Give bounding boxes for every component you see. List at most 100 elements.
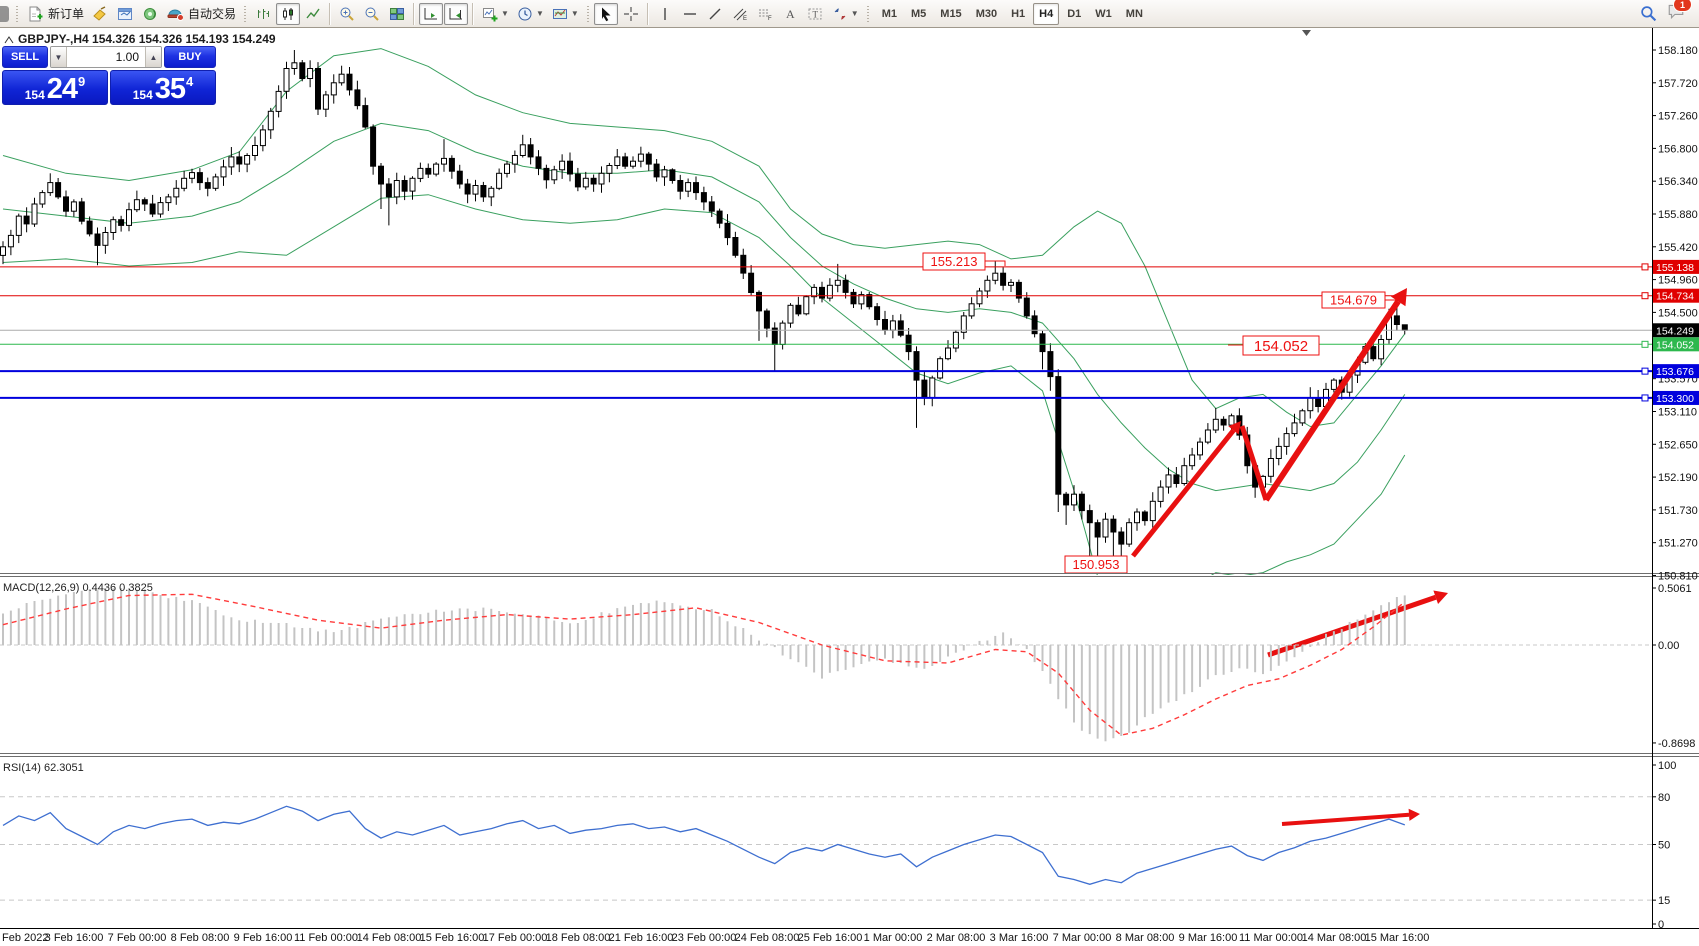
- volume-decrease-button[interactable]: ▼: [51, 47, 67, 67]
- cursor-tool-button[interactable]: [593, 2, 618, 25]
- tile-windows-button[interactable]: [385, 3, 409, 25]
- price-tick-label: 156.800: [1658, 143, 1698, 155]
- chart-template-icon: [551, 5, 569, 23]
- timeframe-m5-button[interactable]: M5: [911, 7, 927, 20]
- time-axis-label: 3 Feb 16:00: [45, 932, 104, 944]
- search-icon[interactable]: [1639, 5, 1657, 23]
- main-toolbar: 新订单 自动交易: [0, 0, 1699, 28]
- axes-layer: 158.180 157.720 157.260 156.800 156.340 155.8…: [0, 28, 1699, 944]
- trend-arrow-line: [1263, 299, 1401, 502]
- crosshair-tool-button[interactable]: [619, 3, 643, 25]
- price-tag-label: 153.676: [1656, 366, 1694, 378]
- buy-price-pip: 4: [186, 74, 194, 89]
- text-tool-button[interactable]: A: [778, 3, 802, 25]
- price-tick-label: 152.190: [1658, 472, 1698, 484]
- horizontal-line-tool-button[interactable]: [678, 3, 702, 25]
- bar-chart-mode-button[interactable]: [251, 3, 275, 25]
- timeframe-m15-button[interactable]: M15: [940, 7, 962, 20]
- price-tick-label: 156.340: [1658, 176, 1698, 188]
- sell-price-big: 24: [46, 73, 78, 105]
- buy-price-display[interactable]: 154 35 4: [110, 70, 216, 105]
- zoom-in-icon: [338, 5, 356, 23]
- chart-template-button[interactable]: ▼: [548, 3, 582, 25]
- toolbar-separator: [413, 2, 416, 25]
- vertical-line-tool-button[interactable]: [653, 3, 677, 25]
- text-label-tool-button[interactable]: T: [803, 3, 827, 25]
- price-tag: [1653, 337, 1699, 352]
- crosshair-icon: [622, 5, 640, 23]
- annotation-text: 150.953: [1073, 557, 1120, 572]
- timeframe-mn-button[interactable]: MN: [1125, 7, 1143, 20]
- profile-window-icon: [116, 5, 134, 23]
- zoom-out-button[interactable]: [360, 3, 384, 25]
- timeframe-h4-button[interactable]: H4: [1033, 2, 1060, 25]
- fibonacci-tool-button[interactable]: F: [753, 3, 777, 25]
- time-axis-label: 1 Mar 00:00: [864, 932, 923, 944]
- auto-scroll-button[interactable]: [419, 2, 444, 25]
- profiles-button[interactable]: [113, 3, 137, 25]
- price-tag-label: 155.138: [1656, 262, 1694, 274]
- candlestick-series: [0, 50, 1408, 566]
- delete-objects-button[interactable]: [88, 3, 112, 25]
- rsi-tick-label: 0: [1658, 919, 1664, 931]
- price-tag-label: 154.734: [1656, 291, 1694, 303]
- period-selector-button[interactable]: ▼: [513, 3, 547, 25]
- fibonacci-icon: F: [756, 5, 774, 23]
- tile-windows-icon: [388, 5, 406, 23]
- clipped-edge-icon: [0, 5, 9, 22]
- annotation-text: 154.052: [1254, 338, 1308, 355]
- arrows-tool-button[interactable]: ▼: [828, 3, 862, 25]
- time-axis-label: 2 Mar 08:00: [927, 932, 986, 944]
- timeframe-d1-button[interactable]: D1: [1067, 7, 1082, 20]
- timeframe-m1-button[interactable]: M1: [881, 7, 897, 20]
- rsi-tick-label: 80: [1658, 792, 1670, 804]
- trend-arrow-head: [1433, 590, 1448, 604]
- sell-price-int: 154: [24, 88, 45, 102]
- price-annotations[interactable]: 155.213 154.679 154.052 150.953: [922, 252, 1397, 574]
- timeframe-m30-button[interactable]: M30: [975, 7, 998, 20]
- macd-tick-label: 0.5061: [1658, 583, 1692, 595]
- buy-button[interactable]: BUY: [164, 46, 216, 68]
- add-indicator-button[interactable]: ▼: [478, 3, 512, 25]
- zoom-out-icon: [363, 5, 381, 23]
- triangle-down-icon: ▼: [54, 52, 63, 62]
- candlestick-chart-mode-button[interactable]: [276, 2, 301, 25]
- main-chart-panel: 155.213 154.679 154.052 150.953: [0, 48, 1652, 575]
- trade-controls-row: SELL ▼ 1.00 ▲ BUY: [2, 46, 216, 68]
- new-order-button[interactable]: 新订单: [23, 3, 87, 25]
- buy-price-int: 154: [132, 88, 153, 102]
- time-axis-label: 14 Mar 08:00: [1302, 932, 1367, 944]
- toolbar-grip: [585, 3, 590, 24]
- notifications-chat-button[interactable]: 1: [1667, 0, 1692, 25]
- time-axis-label: 21 Feb 16:00: [609, 932, 674, 944]
- price-tag-label: 154.249: [1656, 325, 1694, 337]
- sell-button[interactable]: SELL: [2, 46, 48, 68]
- one-click-trading-panel: SELL ▼ 1.00 ▲ BUY 154 24 9 154 35 4: [2, 46, 216, 105]
- triangle-up-icon: ▲: [149, 52, 158, 62]
- equidistant-channel-icon: E: [731, 5, 749, 23]
- macd-label: MACD(12,26,9) 0.4436 0.3825: [3, 582, 153, 594]
- auto-trading-label: 自动交易: [188, 7, 237, 21]
- chart-shift-button[interactable]: [444, 2, 469, 25]
- equidistant-channel-tool-button[interactable]: E: [728, 3, 752, 25]
- svg-text:A: A: [786, 7, 795, 21]
- horizontal-line-objects[interactable]: [0, 266, 1652, 399]
- news-button[interactable]: [138, 3, 162, 25]
- timeframe-h1-button[interactable]: H1: [1011, 7, 1026, 20]
- time-axis-label: 11 Feb 00:00: [294, 932, 358, 944]
- time-axis-label: 18 Feb 08:00: [546, 932, 611, 944]
- volume-spinner: ▼ 1.00 ▲: [50, 46, 162, 68]
- volume-input[interactable]: 1.00: [115, 50, 139, 64]
- line-chart-mode-button[interactable]: [301, 3, 325, 25]
- hline-endpoint-marker: [1641, 340, 1649, 348]
- auto-trading-button[interactable]: 自动交易: [163, 3, 239, 25]
- timeframe-w1-button[interactable]: W1: [1095, 7, 1112, 20]
- trend-arrow-line: [1267, 594, 1437, 658]
- price-tick-label: 153.110: [1658, 406, 1697, 418]
- trendline-tool-button[interactable]: [703, 3, 727, 25]
- volume-increase-button[interactable]: ▲: [145, 47, 161, 67]
- zoom-in-button[interactable]: [335, 3, 359, 25]
- sell-price-display[interactable]: 154 24 9: [2, 70, 108, 105]
- toolbar-separator: [646, 2, 649, 25]
